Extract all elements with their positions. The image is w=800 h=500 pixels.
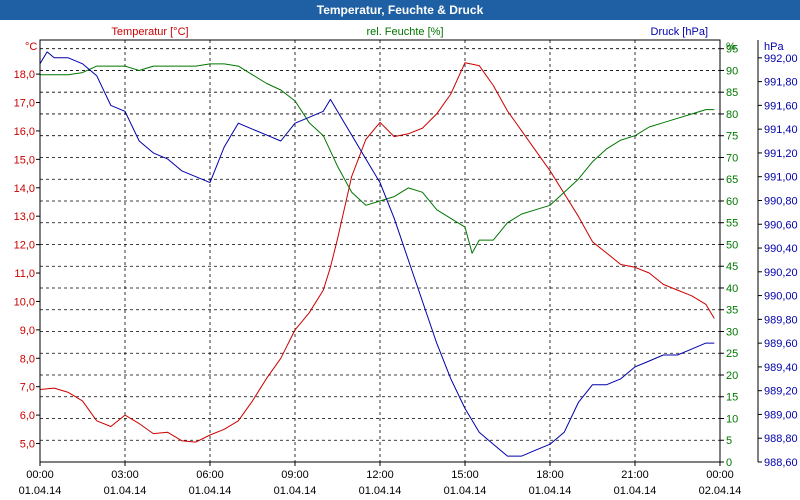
temp-tick-label: 18,0: [14, 69, 35, 81]
pressure-tick-label: 988,60: [764, 457, 798, 469]
humidity-tick-label: 70: [726, 152, 738, 164]
temp-tick-label: 15,0: [14, 154, 35, 166]
pressure-tick-label: 991,40: [764, 124, 798, 136]
x-tick-label: 18:00: [536, 469, 564, 481]
x-date-label: 01.04.14: [444, 485, 487, 497]
temp-tick-label: 8,0: [20, 353, 35, 365]
humidity-tick-label: 55: [726, 218, 738, 230]
temp-tick-label: 6,0: [20, 410, 35, 422]
legend-pressure: Druck [hPa]: [651, 26, 708, 38]
temp-tick-label: 7,0: [20, 382, 35, 394]
pressure-tick-label: 992,00: [764, 53, 798, 65]
humidity-tick-label: 50: [726, 239, 738, 251]
x-tick-label: 21:00: [621, 469, 649, 481]
temp-tick-label: 14,0: [14, 183, 35, 195]
x-tick-label: 12:00: [366, 469, 394, 481]
pressure-tick-label: 989,40: [764, 362, 798, 374]
humidity-tick-label: 0: [726, 457, 732, 469]
x-date-label: 01.04.14: [19, 485, 62, 497]
x-tick-label: 03:00: [111, 469, 139, 481]
x-tick-label: 00:00: [26, 469, 54, 481]
temp-tick-label: 9,0: [20, 325, 35, 337]
temp-tick-label: 12,0: [14, 240, 35, 252]
window-title: Temperatur, Feuchte & Druck: [316, 3, 484, 17]
axes: 00:00 01.04.14 03:00 01.04.14 06:00 01.04.14 0…: [14, 26, 798, 497]
x-tick-label: 00:00: [706, 469, 734, 481]
humidity-tick-label: 20: [726, 370, 738, 382]
x-date-label: 01.04.14: [104, 485, 147, 497]
legend-humidity: rel. Feuchte [%]: [366, 26, 443, 38]
series-line-pressure: [39, 51, 715, 457]
pressure-tick-label: 990,00: [764, 291, 798, 303]
pressure-tick-label: 991,20: [764, 148, 798, 160]
humidity-tick-label: 75: [726, 131, 738, 143]
humidity-tick-label: 5: [726, 435, 732, 447]
chart-title-bar: Temperatur, Feuchte & Druck: [0, 0, 800, 20]
x-date-label: 01.04.14: [529, 485, 572, 497]
humidity-tick-label: 40: [726, 283, 738, 295]
humidity-tick-label: 95: [726, 44, 738, 56]
pressure-tick-label: 990,80: [764, 195, 798, 207]
x-date-label: 01.04.14: [614, 485, 657, 497]
temp-tick-label: 5,0: [20, 439, 35, 451]
temp-unit-label: °C: [25, 41, 37, 53]
series-line-temperature: [39, 62, 715, 443]
temp-tick-label: 17,0: [14, 98, 35, 110]
pressure-tick-label: 991,60: [764, 100, 798, 112]
temp-tick-label: 13,0: [14, 211, 35, 223]
grid: [40, 40, 720, 462]
temp-tick-label: 10,0: [14, 296, 35, 308]
humidity-tick-label: 45: [726, 261, 738, 273]
x-tick-label: 15:00: [451, 469, 479, 481]
pressure-tick-label: 990,40: [764, 243, 798, 255]
pressure-tick-label: 988,80: [764, 433, 798, 445]
humidity-tick-label: 60: [726, 196, 738, 208]
x-date-label: 01.04.14: [189, 485, 232, 497]
humidity-tick-label: 15: [726, 392, 738, 404]
humidity-unit-label: %: [726, 41, 736, 53]
x-tick-label: 09:00: [281, 469, 309, 481]
humidity-tick-label: 85: [726, 87, 738, 99]
humidity-tick-label: 30: [726, 326, 738, 338]
temp-tick-label: 11,0: [14, 268, 35, 280]
temp-tick-label: 16,0: [14, 126, 35, 138]
x-date-label: 01.04.14: [274, 485, 317, 497]
pressure-tick-label: 989,00: [764, 409, 798, 421]
legend-temperature: Temperatur [°C]: [111, 26, 188, 38]
pressure-tick-label: 991,00: [764, 172, 798, 184]
humidity-tick-label: 80: [726, 109, 738, 121]
pressure-tick-label: 989,80: [764, 314, 798, 326]
pressure-tick-label: 990,20: [764, 267, 798, 279]
humidity-tick-label: 65: [726, 174, 738, 186]
pressure-unit-label: hPa: [764, 41, 784, 53]
series-line-humidity: [40, 63, 715, 254]
pressure-tick-label: 989,60: [764, 338, 798, 350]
humidity-tick-label: 25: [726, 348, 738, 360]
pressure-tick-label: 990,60: [764, 219, 798, 231]
humidity-tick-label: 90: [726, 65, 738, 77]
x-date-label: 01.04.14: [359, 485, 402, 497]
humidity-tick-label: 10: [726, 413, 738, 425]
pressure-tick-label: 991,80: [764, 77, 798, 89]
x-date-label: 02.04.14: [699, 485, 742, 497]
x-tick-label: 06:00: [196, 469, 224, 481]
humidity-tick-label: 35: [726, 305, 738, 317]
series-layer: [39, 51, 715, 457]
pressure-tick-label: 989,20: [764, 386, 798, 398]
